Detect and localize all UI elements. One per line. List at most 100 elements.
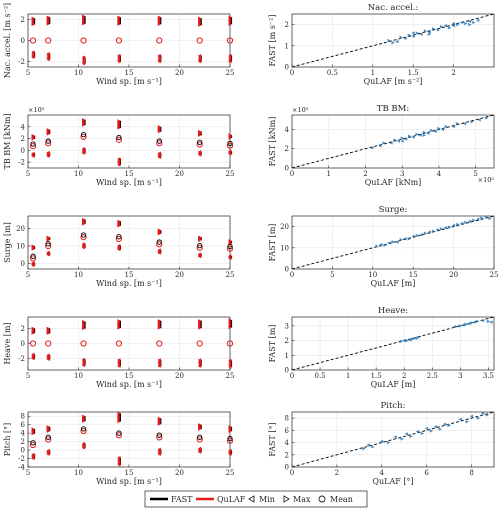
fast-mean-marker <box>156 239 162 245</box>
y-tick-label: 20 <box>280 223 289 231</box>
fast-mean-marker <box>45 138 51 144</box>
qulaf-max-marker <box>82 22 86 26</box>
scatter-point <box>366 443 370 447</box>
qulaf-min-marker <box>31 452 35 456</box>
scatter-point <box>435 228 439 232</box>
scatter-point <box>459 221 464 226</box>
scatter-point <box>375 244 379 248</box>
scatter-point <box>466 321 471 326</box>
qulaf-mean-marker <box>29 143 37 150</box>
y-tick-label: 0 <box>285 165 289 173</box>
x-tick-label: 20 <box>449 271 458 279</box>
qulaf-max-marker <box>31 137 35 141</box>
y-tick-label: 0 <box>21 37 25 45</box>
scatter-point <box>405 338 409 343</box>
exponent-label: ×10⁵ <box>292 106 309 114</box>
y-axis-label: Pitch [°] <box>3 423 12 457</box>
qulaf-min-marker <box>157 248 161 252</box>
qulaf-mean-marker <box>80 234 87 241</box>
scatter-point <box>409 434 413 439</box>
y-tick-label: -2 <box>18 455 25 463</box>
x-tick-label: 0 <box>290 372 294 380</box>
x-axis-label: Wind sp. [m s⁻¹] <box>96 77 162 86</box>
scatter-point <box>464 21 468 26</box>
x-tick-label: 20 <box>175 170 184 178</box>
y-tick-label: 2 <box>285 337 289 345</box>
scatter-point <box>464 220 468 225</box>
x-tick-label: 5 <box>26 170 30 178</box>
qulaf-mean-marker <box>29 255 37 262</box>
x-tick-label: 5 <box>26 271 30 279</box>
scatter-point <box>403 36 407 41</box>
wind-panel-1: 5 10 15 20 25 -2 0 2 4 Wind sp. [m s⁻¹] TB BM [kNm… <box>3 106 234 187</box>
x-tick-label: 0 <box>290 69 294 77</box>
x-tick-label: 2 <box>335 469 339 477</box>
fast-mean-marker <box>80 131 87 138</box>
qulaf-min-marker <box>197 252 202 256</box>
qulaf-max-marker <box>198 427 202 431</box>
qulaf-mean-marker <box>196 340 203 347</box>
x-tick-label: 6 <box>424 469 429 477</box>
x-axis-label: Wind sp. [m s⁻¹] <box>96 380 162 389</box>
qulaf-mean-marker <box>156 37 163 44</box>
x-tick-label: 25 <box>226 271 235 279</box>
qulaf-mean-marker <box>45 436 52 443</box>
qulaf-min-marker <box>46 52 50 56</box>
x-axis-label: QuLAF [m s⁻²] <box>364 77 423 86</box>
y-tick-label: 0 <box>285 464 289 472</box>
scatter-point <box>458 417 462 422</box>
qulaf-max-marker <box>198 23 202 27</box>
qulaf-min-marker <box>197 358 202 362</box>
legend-min-label: Min <box>259 495 275 504</box>
fast-mean-marker <box>80 426 87 432</box>
qulaf-max-marker <box>228 325 232 330</box>
qulaf-mean-marker <box>80 340 87 347</box>
legend-min-marker <box>248 495 255 503</box>
qulaf-mean-marker <box>115 136 123 143</box>
fast-mean-marker <box>116 234 122 240</box>
qulaf-min-marker <box>157 151 161 155</box>
scatter-point <box>387 241 391 245</box>
scatter-point <box>371 445 375 449</box>
scatter-point <box>427 32 432 36</box>
qulaf-min-marker <box>46 250 50 254</box>
scatter-point <box>407 338 412 342</box>
y-tick-label: 10 <box>280 244 289 252</box>
scatter-point <box>399 35 403 40</box>
qulaf-max-marker <box>117 224 121 228</box>
axes-box <box>291 13 495 68</box>
fast-mean-marker <box>30 141 36 147</box>
scatter-point <box>476 416 481 420</box>
wind-panel-0: 5 10 15 20 25 -2 0 2 Wind sp. [m s⁻¹] Nac. accel.… <box>3 3 234 86</box>
qulaf-max-marker <box>46 331 50 335</box>
qulaf-max-marker <box>228 136 232 140</box>
scatter-point <box>400 136 405 140</box>
y-tick-label: 2 <box>21 135 25 143</box>
wind-panel-3: 5 10 15 20 25 -2 0 2 Wind sp. [m s⁻¹] Heave [m] <box>3 316 234 389</box>
qulaf-max-marker <box>198 238 202 242</box>
qulaf-mean-marker <box>115 432 123 439</box>
qulaf-max-marker <box>228 429 232 433</box>
axes-box <box>291 316 495 371</box>
panel-title: Heave: <box>378 306 408 316</box>
x-tick-label: 0 <box>290 170 294 178</box>
scatter-point <box>456 22 460 27</box>
axes-box <box>291 215 495 270</box>
qulaf-max-marker <box>117 126 121 130</box>
compare-panel-0: 0 0.5 1 1.5 2 0 1 2 QuLAF [m s⁻²] FAST [m s⁻²] Nac… <box>268 3 495 86</box>
x-tick-label: 10 <box>74 372 83 380</box>
qulaf-min-marker <box>81 55 86 59</box>
scatter-point <box>480 318 485 323</box>
scatter-point <box>451 124 456 129</box>
x-tick-label: 1 <box>326 170 330 178</box>
scatter-point <box>424 426 429 431</box>
qulaf-max-marker <box>117 419 121 424</box>
y-axis-label: Heave [m] <box>3 322 12 364</box>
compare-panel-2: 0 5 10 15 20 25 0 10 20 QuLAF [m] FAST [m] Surge: <box>268 205 498 288</box>
scatter-point <box>470 321 474 325</box>
scatter-point <box>477 118 481 122</box>
qulaf-mean-marker <box>45 37 52 44</box>
qulaf-min-marker <box>157 53 161 58</box>
y-tick-label: 1 <box>285 352 289 360</box>
scatter-point <box>448 225 452 229</box>
